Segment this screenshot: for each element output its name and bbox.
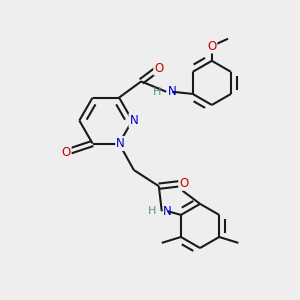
Text: O: O <box>61 146 71 159</box>
Text: N: N <box>129 114 138 127</box>
Text: N: N <box>116 137 125 150</box>
Text: H: H <box>152 87 161 97</box>
Text: H: H <box>148 206 157 216</box>
Text: O: O <box>154 62 164 75</box>
Text: N: N <box>168 85 176 98</box>
Text: O: O <box>179 177 188 190</box>
Text: N: N <box>163 205 172 218</box>
Text: O: O <box>207 40 217 52</box>
